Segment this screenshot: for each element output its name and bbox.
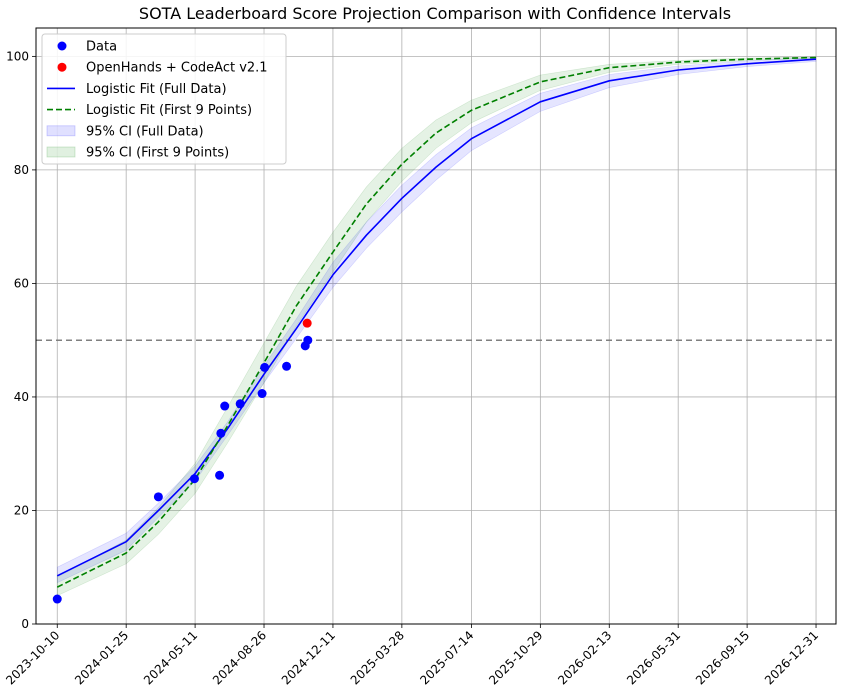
legend-label-logistic-fit-full-data: Logistic Fit (Full Data)	[86, 82, 227, 97]
highlight-point	[302, 318, 312, 328]
legend: Data OpenHands + CodeAct v2.1 Logistic Fit…	[41, 33, 287, 165]
y-tick-label: 80	[14, 163, 29, 177]
x-tick-label: 2023-10-10	[3, 628, 62, 687]
y-tick-label: 60	[14, 276, 29, 290]
legend-marker-data	[57, 41, 67, 51]
data-point	[235, 399, 245, 409]
x-tick-label: 2025-07-14	[417, 628, 476, 687]
x-tick-label: 2026-09-15	[693, 628, 752, 687]
legend-marker-openhands-codeact-v2-1	[57, 62, 67, 72]
x-tick-label: 2024-08-26	[210, 628, 269, 687]
legend-label-openhands-codeact-v2-1: OpenHands + CodeAct v2.1	[86, 61, 268, 76]
x-tick-label: 2024-12-11	[279, 628, 338, 687]
fit-lines-layer	[56, 56, 817, 588]
fit-line-logistic-fit-first-9-points-	[56, 56, 817, 588]
fit-line-logistic-fit-full-data-	[56, 58, 817, 577]
data-points-layer	[52, 318, 313, 604]
data-point	[189, 474, 199, 484]
data-point	[52, 594, 62, 604]
x-tick-label: 2025-10-29	[486, 628, 545, 687]
x-tick-label: 2025-03-28	[348, 628, 407, 687]
plot-frame	[35, 27, 837, 625]
legend-box	[41, 33, 287, 165]
data-point	[303, 335, 313, 345]
data-point	[220, 401, 230, 411]
data-point	[282, 361, 292, 371]
x-tick-label: 2026-12-31	[762, 628, 821, 687]
data-point	[216, 428, 226, 438]
y-tick-label: 40	[14, 390, 29, 404]
legend-patch-95-ci-full-data	[46, 125, 76, 137]
x-tick-label: 2024-01-25	[72, 628, 131, 687]
chart-title: SOTA Leaderboard Score Projection Compar…	[139, 4, 731, 23]
y-tick-label: 0	[21, 617, 29, 631]
x-tick-label: 2024-05-11	[141, 628, 200, 687]
legend-label-95-ci-full-data: 95% CI (Full Data)	[86, 124, 204, 139]
x-tick-label: 2026-05-31	[624, 628, 683, 687]
x-tick-label: 2026-02-13	[555, 628, 614, 687]
legend-label-95-ci-first-9-points: 95% CI (First 9 Points)	[86, 146, 229, 161]
data-point	[153, 492, 163, 502]
legend-patch-95-ci-first-9-points	[46, 146, 76, 158]
legend-label-data: Data	[86, 40, 117, 55]
confidence-band-logistic-fit-full-data-	[56, 57, 817, 584]
data-point	[260, 362, 270, 372]
y-tick-label: 20	[14, 503, 29, 517]
legend-label-logistic-fit-first-9-points: Logistic Fit (First 9 Points)	[86, 103, 252, 118]
data-point	[257, 389, 267, 399]
y-tick-label: 100	[6, 49, 29, 63]
data-point	[215, 470, 225, 480]
